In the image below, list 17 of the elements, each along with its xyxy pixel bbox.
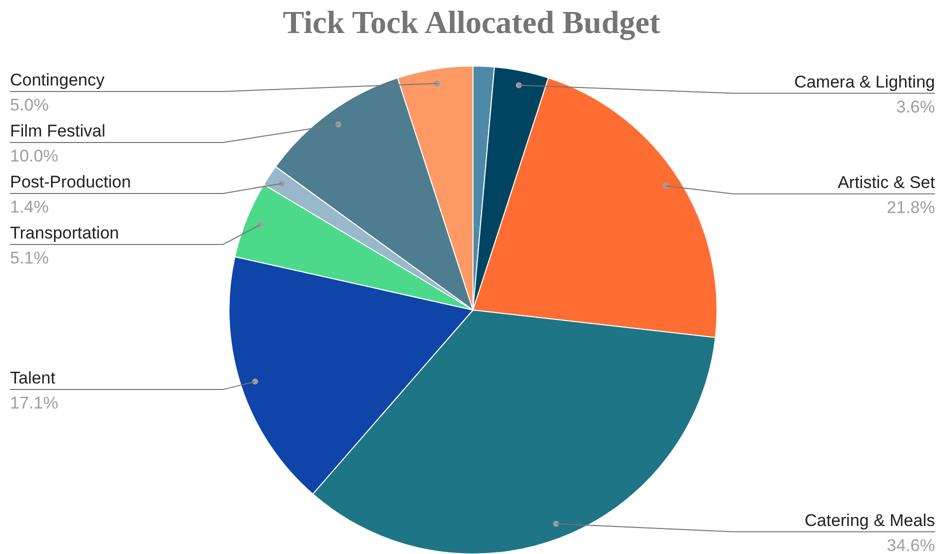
slice-label: Catering & Meals [804, 510, 935, 530]
data-label: 5.1% [10, 248, 49, 268]
data-label: 3.6% [896, 97, 935, 116]
slice-label: Contingency [10, 70, 106, 90]
slice-label: Post-Production [10, 172, 131, 192]
data-label: 10.0% [10, 146, 58, 166]
slice-label: Film Festival [10, 121, 106, 140]
slice-label: Transportation [10, 223, 119, 242]
slice-label: Artistic & Set [838, 172, 936, 192]
chart-title: Tick Tock Allocated Budget [282, 4, 662, 41]
slice-label: Talent [10, 368, 56, 388]
data-label: 1.4% [10, 197, 49, 216]
data-label: 5.0% [10, 95, 49, 114]
data-label: 17.1% [10, 394, 58, 413]
data-label: 34.6% [886, 536, 935, 554]
slice-label: Camera & Lighting [794, 72, 935, 92]
data-label: 21.8% [886, 198, 935, 217]
